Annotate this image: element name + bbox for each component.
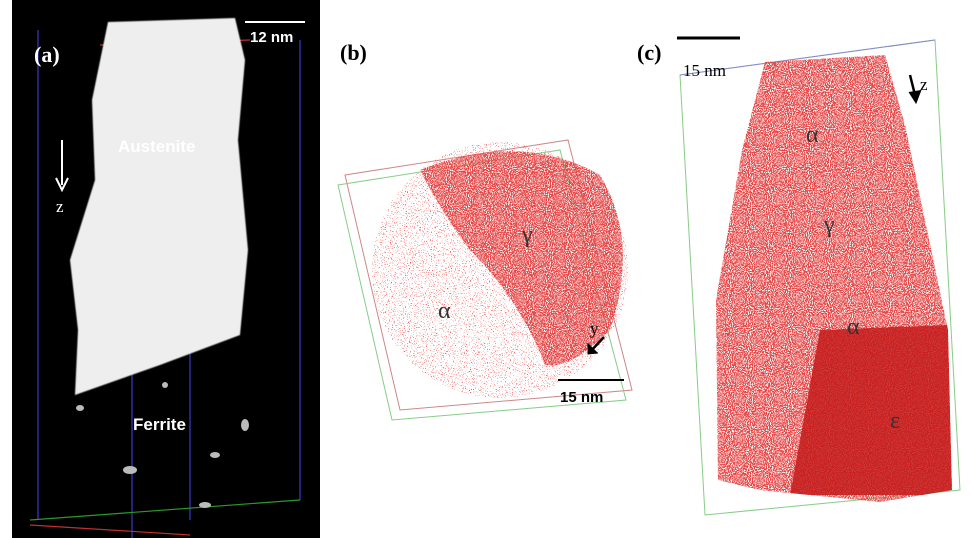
axis-label: z [920,75,928,94]
phase-label: α [806,122,819,148]
scale-bar-label: 15 nm [560,389,603,406]
panel-b: (b) 15 nm γ α y [338,40,660,420]
panel-label: (b) [340,40,367,65]
region-label: Austenite [118,137,195,156]
axis-label: z [56,197,64,216]
phase-label: γ [823,212,835,238]
panel-label: (c) [637,40,661,65]
scale-bar-label: 12 nm [250,29,293,46]
scale-bar-label: 15 nm [683,61,726,80]
figure: (a) 12 nm Austenite z Ferrite (b) 15 nm … [0,0,970,538]
phase-label: α [847,314,860,340]
phase-label: ε [890,408,900,434]
panel-a: (a) 12 nm Austenite z Ferrite [12,0,320,538]
panel-label: (a) [34,42,60,67]
region-label: Ferrite [133,415,186,434]
panel-c: (c) 15 nm z α γ α ε [637,38,960,515]
axis-label: y [590,319,599,338]
phase-label: α [438,298,451,324]
phase-label: γ [521,222,533,248]
